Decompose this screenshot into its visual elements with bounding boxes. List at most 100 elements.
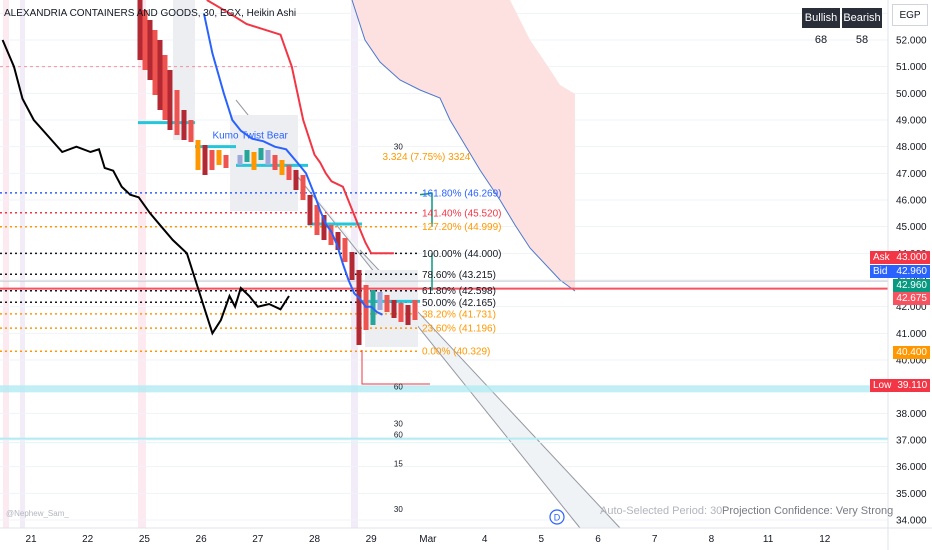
y-tick-label: 42.000 bbox=[896, 302, 927, 313]
candle bbox=[405, 305, 411, 325]
y-tick-label: 52.000 bbox=[896, 36, 927, 47]
candle bbox=[328, 225, 334, 245]
candle-layer bbox=[137, 0, 418, 345]
candle bbox=[398, 303, 404, 322]
chart-title: ALEXANDRIA CONTAINERS AND GOODS, 30, EGX… bbox=[4, 8, 297, 19]
candle bbox=[258, 148, 264, 160]
x-tick-label: 28 bbox=[309, 534, 321, 545]
bearish-label: Bearish bbox=[843, 12, 881, 24]
candle bbox=[142, 10, 148, 70]
fib-label: 50.00% (42.165) bbox=[422, 298, 496, 309]
candle bbox=[272, 155, 278, 170]
candle bbox=[377, 292, 383, 310]
cycle-label: 30 bbox=[394, 142, 403, 151]
candle bbox=[216, 150, 222, 165]
candle bbox=[286, 165, 292, 180]
orange-level-tag: 40.400 bbox=[893, 346, 930, 359]
bullish-label: Bullish bbox=[804, 12, 838, 24]
series-line bbox=[1, 39, 290, 336]
label-layer: 161.80% (46.269) 141.40% (45.520) 127.20% … bbox=[212, 131, 565, 525]
candle bbox=[412, 300, 418, 320]
last-price-value: 42.960 bbox=[896, 280, 927, 291]
candle bbox=[335, 232, 341, 250]
candle bbox=[342, 238, 348, 262]
x-tick-label: 7 bbox=[652, 534, 658, 545]
y-tick-label: 50.000 bbox=[896, 89, 927, 100]
low-tag: Low 39.110 bbox=[870, 379, 930, 392]
x-tick-label: 21 bbox=[25, 534, 37, 545]
bullish-button[interactable]: Bullish bbox=[802, 8, 840, 28]
candle bbox=[391, 300, 397, 318]
period-text: Auto-Selected Period: 30 bbox=[600, 505, 723, 517]
candle bbox=[356, 270, 362, 345]
bullish-value: 68 bbox=[814, 34, 828, 46]
low-label: Low bbox=[873, 380, 892, 391]
ask-label: Ask bbox=[873, 252, 890, 263]
fib-label: 127.20% (44.999) bbox=[422, 222, 502, 233]
bid-tag: Bid 42.960 bbox=[870, 265, 930, 278]
candle bbox=[237, 155, 243, 165]
candle bbox=[307, 195, 313, 225]
candle bbox=[157, 40, 163, 110]
candle bbox=[137, 0, 143, 60]
series-layer bbox=[1, 0, 394, 336]
candle bbox=[223, 155, 229, 168]
last-price-tag: 42.960 bbox=[893, 279, 930, 292]
candle bbox=[265, 150, 271, 165]
price-line-tag: 42.675 bbox=[893, 292, 930, 305]
x-tick-label: 12 bbox=[819, 534, 831, 545]
candle bbox=[188, 120, 194, 142]
kumo-edge bbox=[351, 0, 576, 292]
y-tick-label: 40.000 bbox=[896, 356, 927, 367]
candle bbox=[147, 20, 153, 80]
series-line bbox=[202, 13, 383, 316]
y-tick-label: 35.000 bbox=[896, 489, 927, 500]
x-tick-label: 22 bbox=[82, 534, 94, 545]
fib-label: 23.60% (41.196) bbox=[422, 324, 496, 335]
bearish-button[interactable]: Bearish bbox=[842, 8, 882, 28]
fib-label: 61.80% (42.598) bbox=[422, 286, 496, 297]
candle bbox=[349, 252, 355, 280]
y-tick-label: 45.000 bbox=[896, 222, 927, 233]
currency-selector[interactable]: EGP bbox=[892, 4, 928, 26]
x-tick-label: 29 bbox=[366, 534, 378, 545]
support-band bbox=[0, 385, 888, 393]
y-tick-label: 41.000 bbox=[896, 329, 927, 340]
low-marker bbox=[361, 350, 430, 385]
candle bbox=[293, 170, 299, 190]
fib-label: 100.00% (44.000) bbox=[422, 249, 502, 260]
fib-label: 161.80% (46.269) bbox=[422, 188, 502, 199]
y-tick-label: 36.000 bbox=[896, 462, 927, 473]
cycle-label: 60 bbox=[394, 430, 403, 439]
x-tick-label: 27 bbox=[252, 534, 264, 545]
fib-label: 0.00% (40.329) bbox=[422, 347, 490, 358]
candle bbox=[174, 90, 180, 135]
y-tick-label: 46.000 bbox=[896, 196, 927, 207]
x-tick-label: 26 bbox=[196, 534, 208, 545]
bid-label: Bid bbox=[873, 266, 888, 277]
annotation-text: Kumo Twist Bear bbox=[212, 131, 288, 142]
ask-tag: Ask 43.000 bbox=[870, 251, 930, 264]
candle bbox=[321, 215, 327, 240]
candle bbox=[152, 30, 158, 95]
fib-label: 38.20% (41.731) bbox=[422, 309, 496, 320]
dividend-marker bbox=[549, 509, 565, 525]
y-tick-label: 48.000 bbox=[896, 142, 927, 153]
x-tick-label: Mar bbox=[419, 534, 437, 545]
candle bbox=[209, 150, 215, 170]
zone-layer bbox=[0, 0, 888, 529]
price-line-value: 42.675 bbox=[896, 293, 927, 304]
candle bbox=[314, 205, 320, 235]
candle bbox=[244, 150, 250, 162]
y-tick-label: 34.000 bbox=[896, 516, 927, 527]
watermark: @Nephew_Sam_ bbox=[6, 509, 69, 518]
series-line bbox=[206, 0, 394, 255]
bearish-value: 58 bbox=[855, 34, 869, 46]
currency-label: EGP bbox=[899, 9, 921, 21]
candle bbox=[167, 70, 173, 130]
confidence-text: Projection Confidence: Very Strong bbox=[722, 505, 894, 517]
annotation-text: 3.324 (7.75%) 3324 bbox=[383, 152, 471, 163]
low-value: 39.110 bbox=[897, 380, 928, 391]
